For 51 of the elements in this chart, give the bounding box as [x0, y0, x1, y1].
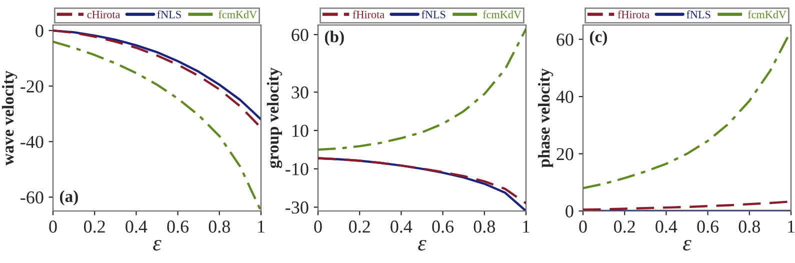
text: fHirota: [352, 10, 384, 18]
x-tick-label: 1: [523, 220, 530, 233]
annotation: (c): [590, 30, 608, 46]
x-tick-label: 1: [788, 220, 794, 233]
x-tick-label: 0.2: [614, 220, 635, 233]
x-tick-label: 0.2: [84, 220, 105, 233]
text: fHirota: [618, 10, 650, 18]
y-tick-label: -60: [20, 191, 44, 204]
x-tick-label: 0.4: [656, 220, 678, 233]
x-tick-label: 0.8: [474, 220, 495, 233]
y-tick-label: 0: [36, 24, 44, 37]
line-series: [583, 30, 791, 190]
y-tick-label: 60: [292, 28, 308, 42]
y-tick-label: -40: [20, 136, 44, 148]
y-axis-title: group velocity: [266, 68, 282, 168]
y-tick-label: -30: [286, 201, 308, 214]
x-axis-title: ε: [418, 240, 426, 251]
y-tick-label: 10: [292, 124, 308, 137]
legend-label: fNLS: [157, 10, 181, 18]
x-axis-title: ε: [153, 240, 162, 251]
y-tick-label: -20: [20, 80, 44, 93]
y-axis-title: phase velocity: [538, 68, 554, 168]
x-tick-label: 0.6: [167, 220, 189, 233]
y-tick-label: 0: [566, 205, 574, 218]
x-tick-label: 0.8: [738, 220, 760, 233]
x-tick-label: 0.8: [208, 220, 230, 233]
x-tick-label: 0.4: [126, 220, 148, 233]
x-tick-label: 0: [579, 220, 587, 233]
legend-label: fNLS: [686, 10, 710, 18]
y-tick-label: 60: [556, 34, 574, 46]
x-tick-label: 0.4: [390, 220, 412, 233]
legend-label: cHirota: [87, 10, 120, 18]
x-tick-label: 0: [314, 220, 322, 233]
x-tick-label: 1: [258, 220, 264, 233]
x-tick-label: 0.6: [432, 220, 454, 233]
y-axis-title: wave velocity: [2, 70, 18, 166]
y-tick-label: -10: [286, 163, 308, 176]
annotation: (a): [60, 190, 78, 206]
y-tick-label: 40: [556, 90, 574, 103]
y-tick-label: 20: [556, 148, 574, 160]
legend-label: fcmKdV: [218, 10, 257, 18]
x-tick-label: 0.2: [349, 220, 370, 233]
line-series: [318, 28, 526, 151]
annotation: (b): [324, 30, 344, 46]
legend-label: fcmKdV: [482, 10, 522, 18]
x-tick-label: 0.6: [697, 220, 719, 233]
x-tick-label: 0: [49, 220, 57, 233]
legend-label: fNLS: [422, 10, 446, 18]
y-tick-label: 30: [292, 86, 308, 99]
x-axis-title: ε: [683, 240, 692, 251]
legend-label: fcmKdV: [748, 10, 786, 18]
